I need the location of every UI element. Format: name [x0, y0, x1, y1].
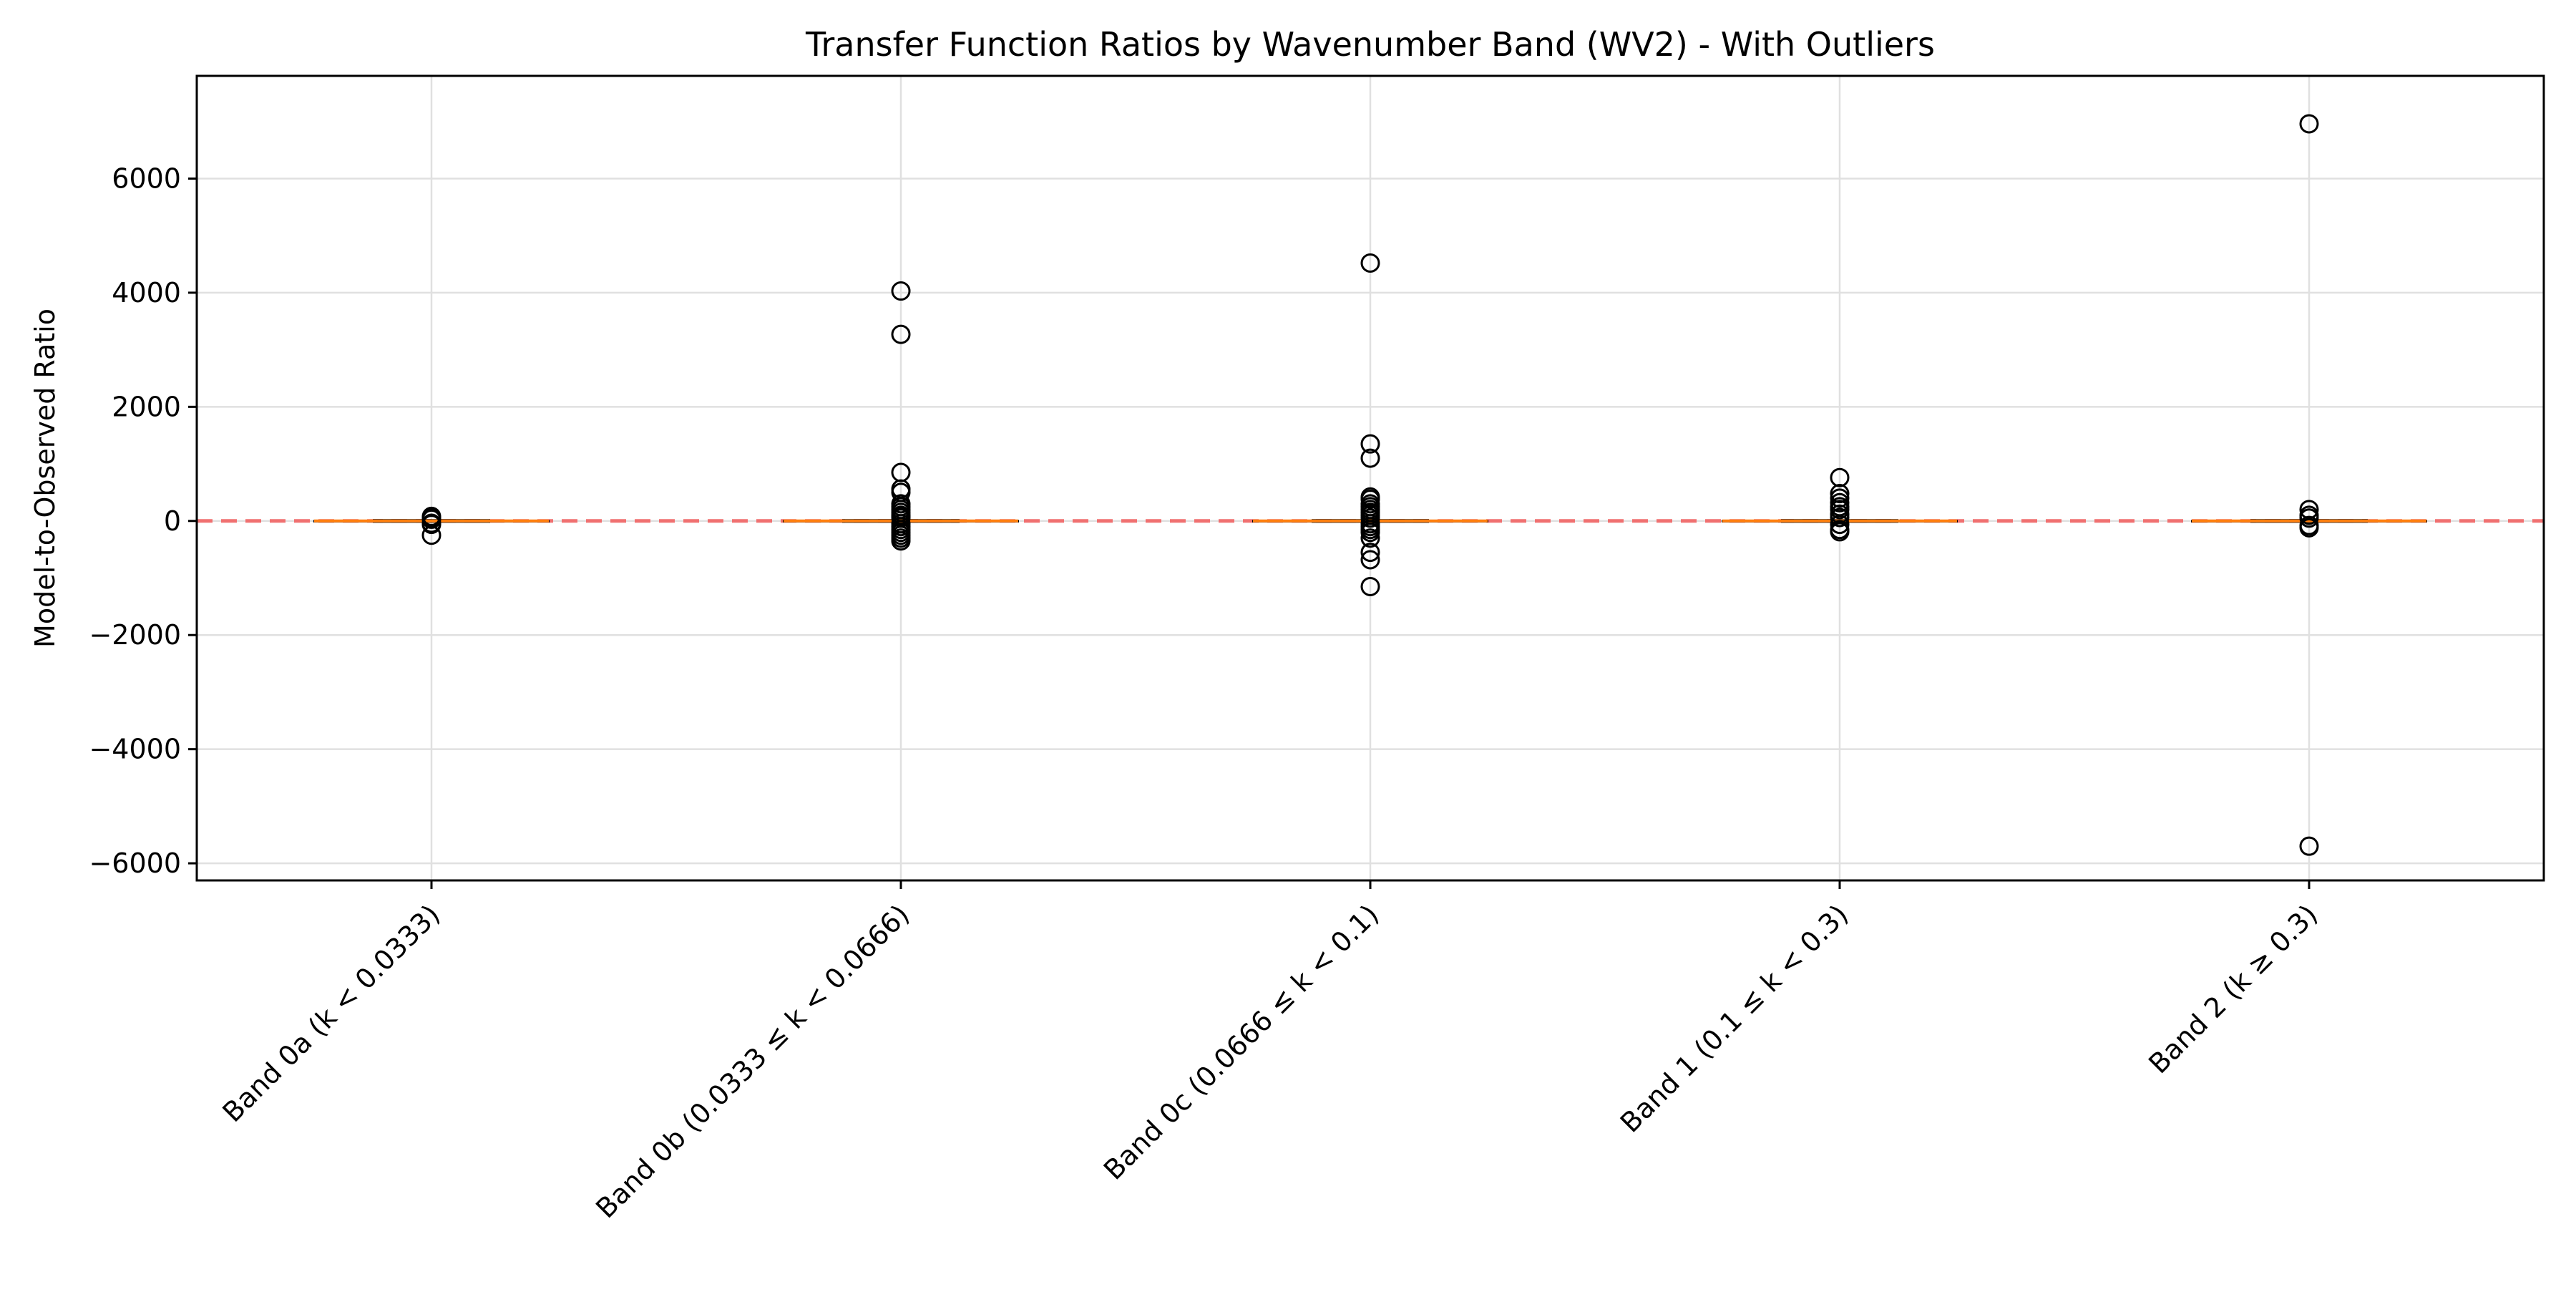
- outlier-point: [891, 281, 911, 301]
- x-tick-label: Band 1 (0.1 ≤ k < 0.3): [1614, 898, 1854, 1138]
- x-tick-label: Band 0b (0.0333 ≤ k < 0.0666): [590, 898, 915, 1224]
- chart-title: Transfer Function Ratios by Wavenumber B…: [805, 25, 1935, 64]
- outlier-point: [1360, 489, 1380, 509]
- tick-layer: −6000 −4000 −2000 0 2000 4000 6000 Band 0a (k <…: [89, 162, 2323, 1224]
- outlier-point: [1830, 488, 1850, 508]
- outlier-point: [2299, 500, 2319, 520]
- outlier-point: [1360, 448, 1380, 468]
- y-tick-label: 0: [164, 505, 181, 537]
- outlier-point: [1360, 543, 1380, 563]
- outlier-point: [1360, 253, 1380, 273]
- y-axis-label: Model-to-Observed Ratio: [29, 309, 61, 648]
- outlier-point: [2299, 114, 2319, 134]
- outlier-point: [2299, 836, 2319, 856]
- outlier-point: [1830, 522, 1850, 542]
- grid-layer: [197, 76, 2544, 880]
- outlier-point: [891, 531, 911, 551]
- y-tick-label: −6000: [89, 847, 181, 879]
- outlier-point: [1830, 467, 1850, 487]
- outlier-point: [1360, 576, 1380, 596]
- x-tick-label: Band 2 (k ≥ 0.3): [2142, 898, 2323, 1079]
- outlier-point: [1360, 550, 1380, 570]
- outlier-point: [1830, 507, 1850, 528]
- outlier-point: [1360, 508, 1380, 528]
- outlier-layer: [421, 114, 2319, 856]
- y-tick-label: −4000: [89, 734, 181, 765]
- outlier-point: [2299, 508, 2319, 528]
- outlier-point: [1830, 484, 1850, 504]
- outlier-point: [421, 515, 441, 535]
- outlier-point: [1830, 500, 1850, 520]
- outlier-point: [1360, 434, 1380, 454]
- outlier-point: [1360, 523, 1380, 543]
- outlier-point: [1360, 528, 1380, 548]
- y-tick-label: 4000: [112, 277, 181, 309]
- outlier-point: [1830, 515, 1850, 535]
- outlier-point: [891, 324, 911, 344]
- y-tick-label: −2000: [89, 619, 181, 651]
- outlier-point: [2299, 518, 2319, 538]
- y-tick-label: 6000: [112, 162, 181, 194]
- x-tick-label: Band 0c (0.0666 ≤ k < 0.1): [1098, 898, 1385, 1186]
- x-tick-label: Band 0a (k < 0.0333): [216, 898, 446, 1128]
- outlier-point: [421, 507, 441, 528]
- y-tick-label: 2000: [112, 391, 181, 422]
